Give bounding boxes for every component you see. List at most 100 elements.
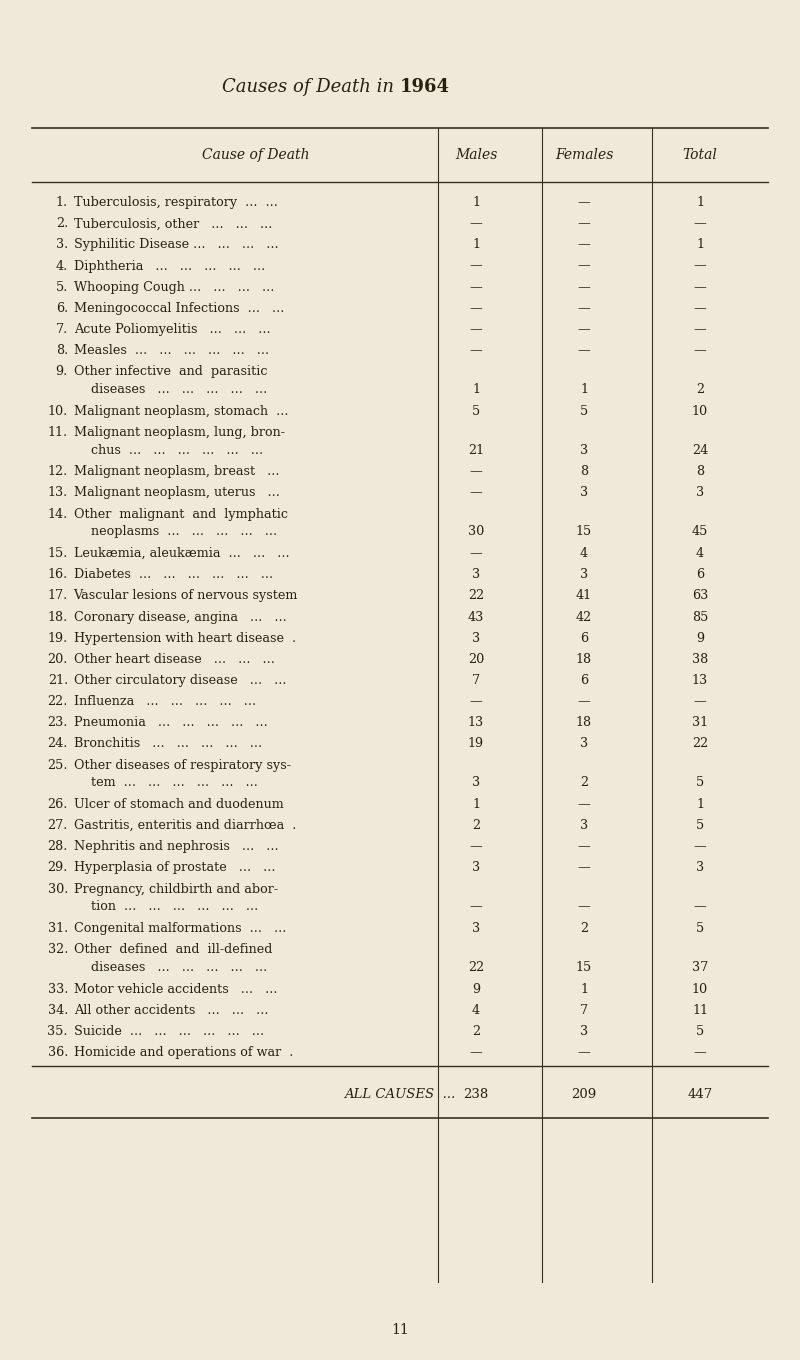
Text: —: — [470, 465, 482, 479]
Text: Malignant neoplasm, lung, bron-: Malignant neoplasm, lung, bron- [74, 426, 285, 439]
Text: 3: 3 [696, 861, 704, 874]
Text: 31.: 31. [48, 922, 68, 936]
Text: 21: 21 [468, 443, 484, 457]
Text: 8: 8 [696, 465, 704, 479]
Text: Syphilitic Disease ...   ...   ...   ...: Syphilitic Disease ... ... ... ... [74, 238, 278, 252]
Text: 1964: 1964 [400, 78, 450, 97]
Text: Bronchitis   ...   ...   ...   ...   ...: Bronchitis ... ... ... ... ... [74, 737, 262, 751]
Text: Other heart disease   ...   ...   ...: Other heart disease ... ... ... [74, 653, 274, 666]
Text: 6: 6 [580, 675, 588, 687]
Text: 29.: 29. [48, 861, 68, 874]
Text: 63: 63 [692, 589, 708, 602]
Text: —: — [694, 324, 706, 336]
Text: 4.: 4. [56, 260, 68, 272]
Text: 5: 5 [696, 1025, 704, 1038]
Text: 21.: 21. [48, 675, 68, 687]
Text: 5: 5 [580, 405, 588, 418]
Text: 23.: 23. [48, 717, 68, 729]
Text: —: — [578, 280, 590, 294]
Text: —: — [694, 260, 706, 272]
Text: —: — [578, 1046, 590, 1059]
Text: Influenza   ...   ...   ...   ...   ...: Influenza ... ... ... ... ... [74, 695, 256, 709]
Text: Malignant neoplasm, stomach  ...: Malignant neoplasm, stomach ... [74, 405, 288, 418]
Text: Total: Total [682, 148, 718, 162]
Text: —: — [470, 547, 482, 560]
Text: 9.: 9. [56, 366, 68, 378]
Text: Other infective  and  parasitic: Other infective and parasitic [74, 366, 267, 378]
Text: 26.: 26. [48, 798, 68, 811]
Text: Homicide and operations of war  .: Homicide and operations of war . [74, 1046, 293, 1059]
Text: 3: 3 [580, 819, 588, 832]
Text: 4: 4 [580, 547, 588, 560]
Text: 3: 3 [472, 922, 480, 936]
Text: Hypertension with heart disease  .: Hypertension with heart disease . [74, 631, 296, 645]
Text: —: — [470, 487, 482, 499]
Text: 1: 1 [696, 238, 704, 252]
Text: 3: 3 [472, 861, 480, 874]
Text: 7: 7 [580, 1004, 588, 1017]
Text: Gastritis, enteritis and diarrhœa  .: Gastritis, enteritis and diarrhœa . [74, 819, 296, 832]
Text: 15.: 15. [48, 547, 68, 560]
Text: —: — [470, 302, 482, 316]
Text: 22: 22 [692, 737, 708, 751]
Text: Ulcer of stomach and duodenum: Ulcer of stomach and duodenum [74, 798, 283, 811]
Text: 42: 42 [576, 611, 592, 623]
Text: —: — [470, 324, 482, 336]
Text: 30.: 30. [48, 883, 68, 896]
Text: —: — [578, 260, 590, 272]
Text: 1: 1 [696, 196, 704, 209]
Text: 10.: 10. [48, 405, 68, 418]
Text: —: — [694, 280, 706, 294]
Text: 209: 209 [571, 1088, 597, 1102]
Text: 14.: 14. [48, 507, 68, 521]
Text: 1: 1 [580, 384, 588, 396]
Text: 1.: 1. [56, 196, 68, 209]
Text: 13: 13 [468, 717, 484, 729]
Text: Pregnancy, childbirth and abor-: Pregnancy, childbirth and abor- [74, 883, 278, 896]
Text: Males: Males [455, 148, 497, 162]
Text: 22: 22 [468, 589, 484, 602]
Text: 3: 3 [472, 777, 480, 789]
Text: 22: 22 [468, 962, 484, 974]
Text: 2: 2 [580, 777, 588, 789]
Text: Causes of Death in: Causes of Death in [222, 78, 400, 97]
Text: All other accidents   ...   ...   ...: All other accidents ... ... ... [74, 1004, 268, 1017]
Text: —: — [694, 695, 706, 709]
Text: 3: 3 [580, 568, 588, 581]
Text: —: — [578, 324, 590, 336]
Text: 7.: 7. [56, 324, 68, 336]
Text: Tuberculosis, respiratory  ...  ...: Tuberculosis, respiratory ... ... [74, 196, 278, 209]
Text: 37: 37 [692, 962, 708, 974]
Text: —: — [578, 861, 590, 874]
Text: 1: 1 [580, 983, 588, 996]
Text: 2.: 2. [56, 218, 68, 230]
Text: 43: 43 [468, 611, 484, 623]
Text: 6: 6 [580, 631, 588, 645]
Text: Malignant neoplasm, uterus   ...: Malignant neoplasm, uterus ... [74, 487, 279, 499]
Text: —: — [470, 695, 482, 709]
Text: diseases   ...   ...   ...   ...   ...: diseases ... ... ... ... ... [91, 384, 267, 396]
Text: —: — [578, 196, 590, 209]
Text: 13: 13 [692, 675, 708, 687]
Text: 5.: 5. [56, 280, 68, 294]
Text: Malignant neoplasm, breast   ...: Malignant neoplasm, breast ... [74, 465, 279, 479]
Text: Tuberculosis, other   ...   ...   ...: Tuberculosis, other ... ... ... [74, 218, 272, 230]
Text: 3: 3 [580, 443, 588, 457]
Text: 18: 18 [576, 653, 592, 666]
Text: Other diseases of respiratory sys-: Other diseases of respiratory sys- [74, 759, 290, 771]
Text: 1: 1 [472, 196, 480, 209]
Text: 9: 9 [696, 631, 704, 645]
Text: Nephritis and nephrosis   ...   ...: Nephritis and nephrosis ... ... [74, 840, 278, 853]
Text: Females: Females [555, 148, 613, 162]
Text: 3: 3 [580, 737, 588, 751]
Text: —: — [578, 218, 590, 230]
Text: Coronary disease, angina   ...   ...: Coronary disease, angina ... ... [74, 611, 286, 623]
Text: 24: 24 [692, 443, 708, 457]
Text: 6: 6 [696, 568, 704, 581]
Text: —: — [470, 840, 482, 853]
Text: 5: 5 [696, 819, 704, 832]
Text: Diphtheria   ...   ...   ...   ...   ...: Diphtheria ... ... ... ... ... [74, 260, 265, 272]
Text: 447: 447 [687, 1088, 713, 1102]
Text: 4: 4 [472, 1004, 480, 1017]
Text: 2: 2 [472, 1025, 480, 1038]
